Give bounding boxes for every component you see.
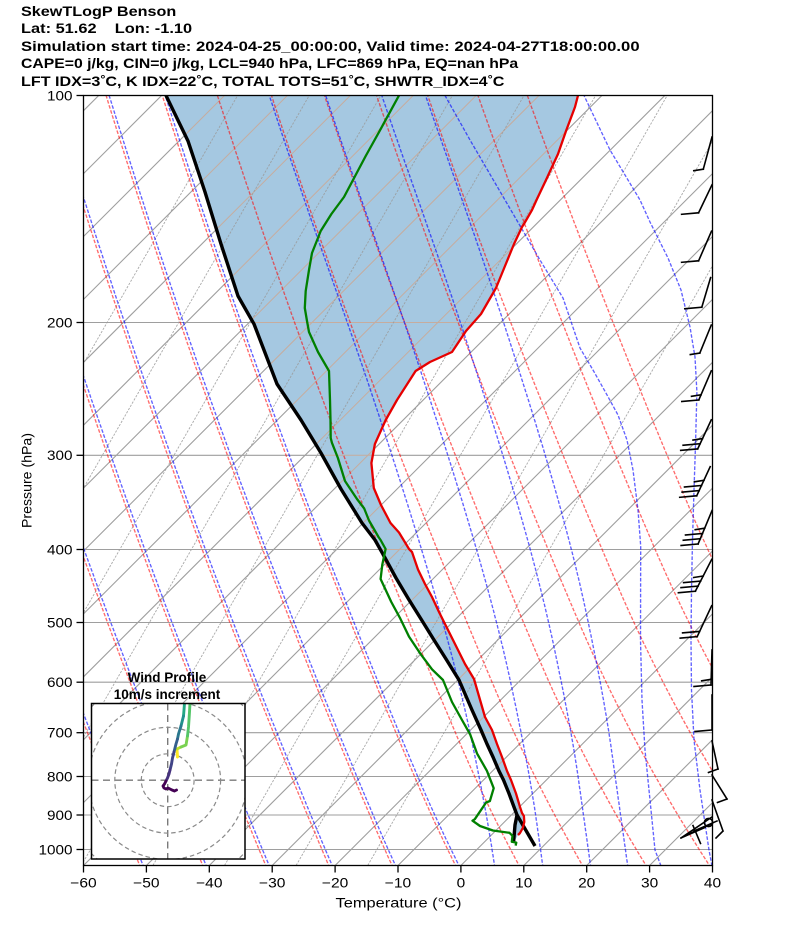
svg-text:10m/s increment: 10m/s increment: [114, 687, 221, 702]
svg-text:−40: −40: [196, 876, 223, 891]
svg-text:−30: −30: [259, 876, 286, 891]
svg-text:−10: −10: [385, 876, 412, 891]
svg-text:Temperature (°C): Temperature (°C): [336, 896, 462, 911]
svg-text:10: 10: [515, 876, 533, 891]
svg-text:40: 40: [704, 876, 722, 891]
svg-text:400: 400: [47, 542, 73, 557]
svg-text:Wind Profile: Wind Profile: [128, 670, 207, 685]
svg-text:600: 600: [47, 675, 73, 690]
svg-text:500: 500: [47, 615, 73, 630]
svg-text:700: 700: [47, 726, 73, 741]
svg-text:20: 20: [578, 876, 596, 891]
svg-text:900: 900: [47, 808, 73, 823]
svg-text:1000: 1000: [39, 842, 73, 857]
svg-text:−60: −60: [70, 876, 97, 891]
svg-text:30: 30: [641, 876, 659, 891]
svg-text:800: 800: [47, 769, 73, 784]
svg-text:−20: −20: [322, 876, 349, 891]
svg-text:100: 100: [47, 88, 73, 103]
svg-text:Pressure (hPa): Pressure (hPa): [20, 433, 35, 528]
svg-text:0: 0: [457, 876, 466, 891]
svg-text:200: 200: [47, 315, 73, 330]
svg-text:−50: −50: [133, 876, 160, 891]
svg-text:300: 300: [47, 448, 73, 463]
